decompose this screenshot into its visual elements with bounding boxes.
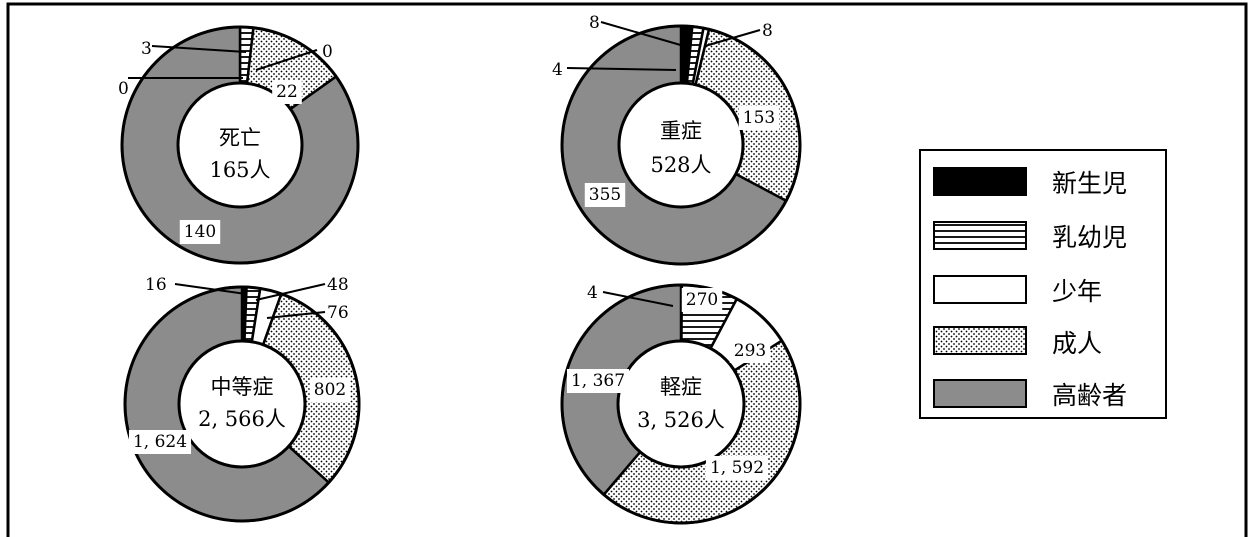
value-label-severe-adult: 153 (743, 108, 775, 128)
donut-hole-severe (617, 81, 745, 209)
leader-line-mild-newborn (602, 291, 674, 307)
donut-hole-moderate (177, 339, 307, 469)
donut-chart-severe: 重症 528人 8 8 4 153 355 (552, 13, 802, 266)
figure-frame (6, 2, 1248, 537)
value-label-bg-moderate-elderly (128, 430, 192, 454)
value-label-mild-elderly: 1, 367 (571, 371, 625, 391)
value-label-bg-severe-elderly (584, 183, 626, 207)
value-label-bg-severe-adult (738, 106, 780, 130)
donut-hole-mild (616, 339, 746, 469)
legend-swatch-newborn (933, 167, 1027, 196)
donut-chart-moderate: 中等症 2, 566人 16 48 76 802 1, 624 (123, 275, 361, 523)
leader-line-moderate-newborn (174, 283, 247, 295)
legend-swatch-youth (933, 275, 1027, 304)
value-label-death-infant: 3 (141, 39, 152, 59)
value-label-bg-mild-elderly (566, 369, 630, 393)
legend-label-elderly: 高齢者 (1052, 381, 1127, 410)
value-label-moderate-youth: 76 (327, 303, 349, 323)
donut-hole-death (176, 81, 304, 209)
leader-line-moderate-youth (266, 311, 326, 319)
donut-outline-mild (560, 283, 802, 525)
center-label-severe-1: 528人 (650, 153, 711, 177)
center-label-death-0: 死亡 (219, 126, 261, 150)
value-label-mild-infant: 270 (686, 290, 718, 310)
center-label-death-1: 165人 (209, 158, 270, 182)
value-label-mild-newborn: 4 (587, 283, 598, 303)
leader-line-death-infant (151, 45, 247, 53)
legend-label-youth: 少年 (1052, 277, 1102, 306)
value-label-bg-death-elderly (179, 220, 221, 244)
value-label-severe-infant: 8 (762, 21, 773, 41)
value-label-death-youth: 0 (322, 42, 333, 62)
center-label-mild-0: 軽症 (660, 375, 702, 399)
donut-outline-death (120, 25, 360, 265)
donut-outline-severe (560, 24, 802, 266)
value-label-death-elderly: 140 (184, 222, 216, 242)
leader-line-severe-infant (704, 29, 761, 47)
value-label-severe-elderly: 355 (589, 185, 621, 205)
value-label-death-newborn: 0 (118, 79, 129, 99)
value-label-mild-adult: 1, 592 (710, 458, 764, 478)
donut-chart-mild: 軽症 3, 526人 4 270 293 1, 592 1, 367 (560, 283, 802, 525)
value-label-severe-newborn: 8 (589, 13, 600, 33)
leader-line-severe-newborn (600, 21, 685, 47)
legend-swatch-elderly (933, 379, 1027, 408)
donut-outline-moderate (123, 285, 361, 523)
leader-line-moderate-infant (255, 283, 326, 301)
value-label-severe-youth: 4 (552, 60, 563, 80)
center-label-mild-1: 3, 526人 (637, 408, 725, 432)
center-label-severe-0: 重症 (660, 119, 702, 143)
value-label-bg-mild-infant (681, 288, 723, 312)
value-label-moderate-elderly: 1, 624 (133, 432, 187, 452)
value-label-bg-death-adult (272, 80, 302, 104)
legend: 新生児 乳幼児 少年 成人 高齢者 (919, 149, 1167, 419)
value-label-bg-mild-youth (729, 339, 771, 363)
value-label-moderate-adult: 802 (314, 380, 346, 400)
legend-label-infant: 乳幼児 (1052, 223, 1127, 252)
value-label-mild-youth: 293 (734, 341, 766, 361)
value-label-bg-moderate-adult (309, 378, 351, 402)
legend-swatch-adult (933, 326, 1027, 355)
center-label-moderate-1: 2, 566人 (198, 407, 286, 431)
leader-line-severe-youth (566, 67, 677, 71)
value-label-moderate-newborn: 16 (145, 275, 167, 295)
value-label-moderate-infant: 48 (327, 275, 349, 295)
leader-line-death-youth (255, 49, 318, 71)
legend-label-adult: 成人 (1052, 329, 1102, 358)
value-label-death-adult: 22 (276, 82, 298, 102)
legend-swatch-infant (933, 221, 1027, 250)
legend-label-newborn: 新生児 (1052, 169, 1127, 198)
value-label-bg-mild-adult (705, 456, 769, 480)
center-label-moderate-0: 中等症 (211, 375, 274, 399)
